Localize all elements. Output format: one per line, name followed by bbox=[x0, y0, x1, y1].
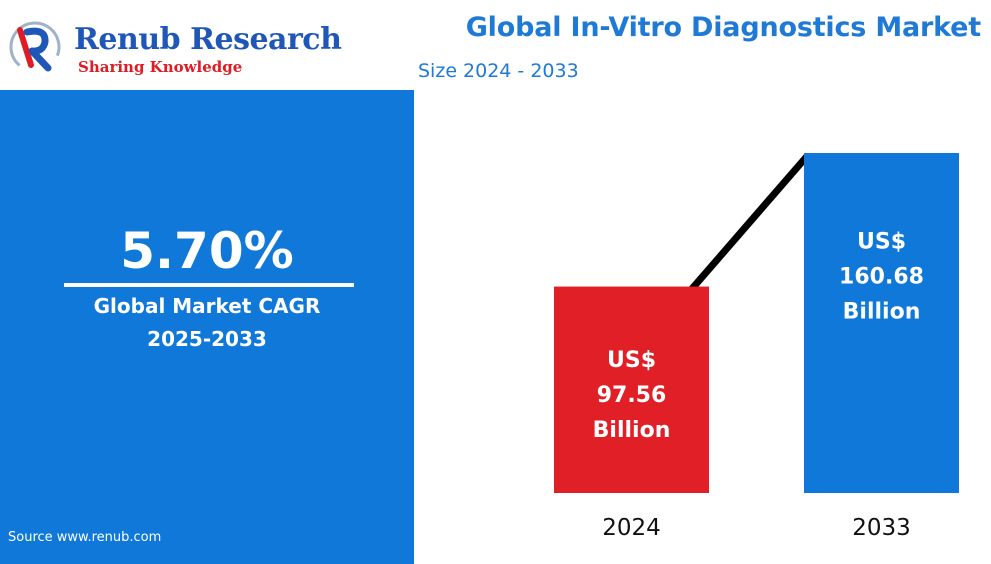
market-size-chart: US$ 97.56 Billion 2024 US$ 160.68 Billion 2033 bbox=[554, 152, 959, 541]
brand-tagline: Sharing Knowledge bbox=[78, 58, 243, 76]
trend-line bbox=[687, 152, 811, 293]
bar-label-line: 160.68 bbox=[839, 264, 924, 289]
bar-label-line: Billion bbox=[593, 418, 671, 443]
page-subtitle: Size 2024 - 2033 bbox=[418, 60, 579, 82]
x-tick-label-2024: 2024 bbox=[602, 515, 661, 541]
bar-2024 bbox=[554, 286, 709, 493]
cagr-label: Global Market CAGR bbox=[93, 294, 321, 318]
brand-logo: Renub Research Sharing Knowledge bbox=[8, 18, 342, 78]
cagr-divider bbox=[64, 283, 354, 287]
renub-r-icon bbox=[9, 21, 61, 73]
bar-label-line: 97.56 bbox=[597, 383, 667, 408]
bar-label-2024: US$ 97.56 Billion bbox=[593, 348, 671, 443]
page-title: Global In-Vitro Diagnostics Market bbox=[465, 12, 981, 43]
source-note: Source www.renub.com bbox=[8, 530, 162, 545]
cagr-period: 2025-2033 bbox=[147, 327, 267, 351]
cagr-value: 5.70% bbox=[120, 222, 294, 280]
bar-label-line: US$ bbox=[607, 348, 656, 373]
bar-label-2033: US$ 160.68 Billion bbox=[839, 229, 924, 324]
bar-2033 bbox=[804, 153, 959, 493]
bar-label-line: Billion bbox=[843, 299, 921, 324]
brand-name: Renub Research bbox=[74, 22, 342, 57]
x-tick-label-2033: 2033 bbox=[852, 515, 911, 541]
cagr-panel: 5.70% Global Market CAGR 2025-2033 Sourc… bbox=[0, 90, 414, 564]
bar-label-line: US$ bbox=[857, 229, 906, 254]
